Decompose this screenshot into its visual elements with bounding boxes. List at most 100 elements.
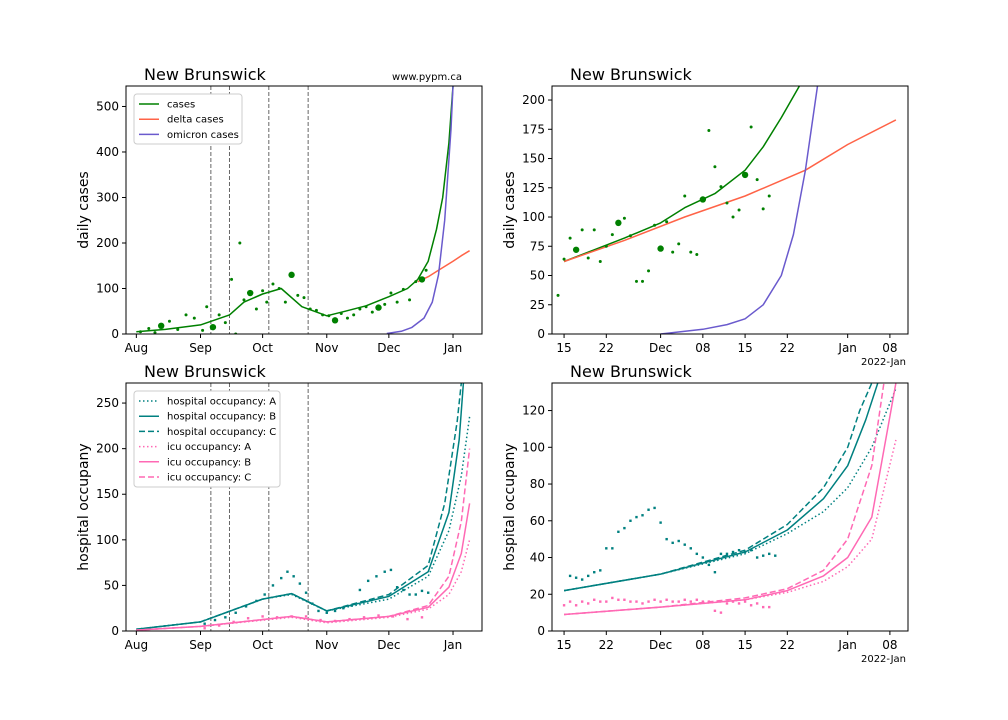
data-point <box>147 327 151 331</box>
data-point <box>593 598 596 601</box>
legend-label: omicron cases <box>167 130 239 141</box>
series-line-cases <box>136 86 454 333</box>
data-point <box>623 526 626 530</box>
x-tick-label: 22 <box>599 341 614 355</box>
x-tick-label: Sep <box>189 638 212 652</box>
legend-label: hospital occupancy: B <box>167 412 276 423</box>
data-point <box>304 615 308 618</box>
x-tick-label: 15 <box>556 638 571 652</box>
data-point <box>653 223 657 227</box>
series-line-icu-occupancy-c <box>564 383 885 616</box>
data-point <box>599 569 602 572</box>
y-tick-label: 100 <box>522 440 545 454</box>
data-point <box>617 530 620 533</box>
panel-2: 0 25 50 75 100 125 150 175 200 15 22 Dec 08 15 22 Jan 08… <box>502 65 909 368</box>
data-point <box>242 298 246 302</box>
data-point <box>255 599 258 603</box>
data-point <box>244 605 248 608</box>
plot-area <box>562 383 897 616</box>
legend-label: hospital occupancy: A <box>167 397 276 408</box>
data-point <box>701 600 705 603</box>
data-point <box>683 194 687 198</box>
data-point <box>605 600 608 603</box>
data-point <box>647 600 650 603</box>
x-tick-label: Dec <box>377 341 400 355</box>
x-tick-label: 08 <box>695 341 710 355</box>
data-point <box>629 519 632 522</box>
legend-label: icu occupancy: B <box>167 457 251 468</box>
data-point <box>370 310 374 314</box>
data-point <box>138 330 142 334</box>
axes-frame <box>125 85 483 335</box>
data-point <box>683 543 686 546</box>
x-tick-label: 22 <box>780 638 795 652</box>
x-tick-label: Sep <box>189 341 212 355</box>
y-tick-label: 80 <box>530 477 545 491</box>
data-point <box>230 277 234 281</box>
data-point <box>304 591 308 594</box>
data-point <box>389 568 393 572</box>
x-tick-label: Dec <box>649 638 672 652</box>
data-point <box>568 600 572 603</box>
data-point <box>665 598 668 601</box>
panel-title: New Brunswick <box>144 362 266 381</box>
panel-title: New Brunswick <box>144 65 266 84</box>
x-tick-label: 08 <box>882 341 897 355</box>
data-point <box>677 600 680 603</box>
data-point <box>615 219 622 227</box>
data-point <box>556 293 560 297</box>
data-point <box>157 322 165 330</box>
data-point <box>325 611 328 614</box>
panel-1: 0 100 200 300 400 500 Aug Sep Oct Nov Dec Jan New Br… <box>76 65 483 355</box>
data-point <box>352 313 356 317</box>
series-line-icu-occupancy-b <box>564 383 897 616</box>
series-line-delta-cases <box>563 119 897 263</box>
data-point <box>755 178 759 182</box>
data-point <box>317 609 320 613</box>
series-line-hospital-occupancy-b <box>136 383 465 630</box>
data-point <box>713 571 717 574</box>
x-tick-label: Jan <box>443 638 463 652</box>
series-line-icu-occupancy-a <box>564 439 897 616</box>
x-tick-label: 15 <box>737 341 752 355</box>
data-point <box>635 515 638 519</box>
data-point <box>275 616 279 619</box>
data-point <box>426 591 430 594</box>
data-point <box>574 604 578 607</box>
data-point <box>414 593 417 596</box>
data-point <box>280 576 283 580</box>
series-line-hospital-occupancy-c <box>136 383 463 630</box>
series-line-icu-occupancy-a <box>136 539 471 631</box>
data-point <box>659 600 662 603</box>
x-tick-label: Jan <box>837 341 857 355</box>
data-point <box>641 279 645 283</box>
data-point <box>319 618 322 622</box>
axes-frame <box>125 382 483 632</box>
panel-4: 0 20 40 60 80 100 120 15 22 Dec 08 15 22 Jan 08 2022-Ja… <box>502 362 909 665</box>
source-annotation: www.pypm.ca <box>392 72 462 83</box>
x-tick-label: Jan <box>443 341 463 355</box>
y-tick-label: 400 <box>96 145 119 159</box>
data-point <box>333 609 337 613</box>
y-tick-label: 200 <box>96 236 119 250</box>
y-tick-label: 200 <box>96 442 119 456</box>
data-point <box>604 244 608 248</box>
data-point <box>201 328 205 332</box>
data-point <box>699 196 707 203</box>
series-line-omicron-cases <box>660 86 819 334</box>
y-tick-label: 60 <box>530 514 545 528</box>
data-point <box>593 571 596 574</box>
data-point <box>587 602 590 605</box>
data-point <box>580 578 584 581</box>
data-point <box>176 327 180 331</box>
data-point <box>731 600 735 603</box>
x-tick-label: Nov <box>315 638 338 652</box>
data-point <box>657 245 664 252</box>
data-point <box>617 598 620 601</box>
data-point <box>749 548 753 552</box>
data-point <box>568 236 572 240</box>
data-point <box>321 313 325 317</box>
legend-label: icu occupancy: A <box>167 442 251 453</box>
data-point <box>424 268 428 272</box>
